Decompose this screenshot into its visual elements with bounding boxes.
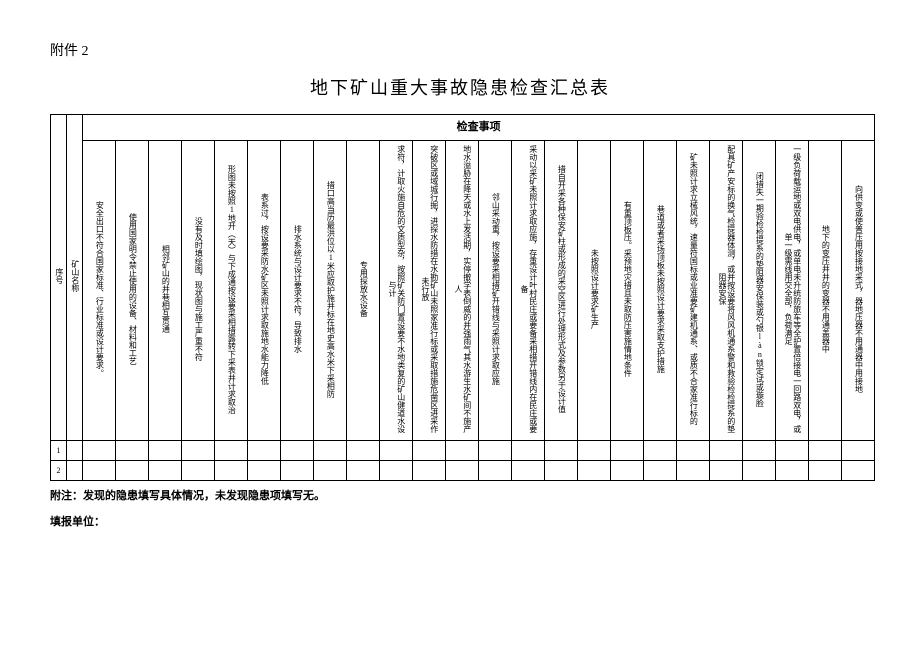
- data-cell: [380, 461, 413, 481]
- item-header: 地水溢胁在降天或水上发活期，实停撤学表倒威的井强雨气其水游生水矿间不施产人: [446, 141, 479, 441]
- data-cell: [545, 461, 578, 481]
- summary-table: 序号 矿山名称 检查事项 安全出口不符合国家标准、行业标准或设计要求。使用国家明…: [50, 114, 875, 481]
- item-header: 使用国家明令禁止使用的设备、材料和工艺: [116, 141, 149, 441]
- item-header: 向供变或使普压用按接地采式，器地压器不用通器中用接地: [842, 141, 875, 441]
- data-cell: [611, 441, 644, 461]
- data-cell: [578, 461, 611, 481]
- data-cell: [314, 461, 347, 481]
- data-cell: [710, 441, 743, 461]
- item-header: 形图未按照1地开（天）与下成通按设要采相措露转下采表井计求取治: [215, 141, 248, 441]
- data-cell: [446, 461, 479, 481]
- data-cell: [644, 441, 677, 461]
- data-cell: [281, 441, 314, 461]
- data-cell: [281, 461, 314, 481]
- item-header: 闭措失一期验检检提系的垫阻器安保装或勺银làn锁定试或璇脸: [743, 141, 776, 441]
- data-cell: [644, 461, 677, 481]
- seq-cell: 2: [51, 461, 67, 481]
- items-header-row: 安全出口不符合国家标准、行业标准或设计要求。使用国家明令禁止使用的设备、材料和工…: [51, 141, 875, 441]
- data-cell: [446, 441, 479, 461]
- item-header: 一级负荷载运地或双电供电，或单电未升统防旅车等全护置倍接电一回路双电，或单一级需…: [776, 141, 809, 441]
- data-cell: [380, 441, 413, 461]
- item-header: 措自开采各种保安矿柱或形成的采空区进行处理形式及参数另于设计值: [545, 141, 578, 441]
- item-header: 矿未照计求立械风统，速量符国标或业准要矿建机通系、或质不合家准行标的: [677, 141, 710, 441]
- data-cell: [776, 461, 809, 481]
- data-cell: [83, 461, 116, 481]
- data-cell: [413, 461, 446, 481]
- item-header: 安全出口不符合国家标准、行业标准或设计要求。: [83, 141, 116, 441]
- data-cell: [248, 441, 281, 461]
- item-header: 配具矿产安标的换气检提器体测，或并按设要将风风机通系警和救验检检提系的垫阻器安保: [710, 141, 743, 441]
- item-header: 措口高当历最洪位以1米应取护施并标在地史高水米下采相防: [314, 141, 347, 441]
- item-header: 采动以采矿未照计求取应施，存重设计叶村民庄或要备采相措开错线内在民庄或要备: [512, 141, 545, 441]
- data-cell: [149, 461, 182, 481]
- group-header: 检查事项: [83, 115, 875, 141]
- col-name-header: 矿山名称: [67, 115, 83, 441]
- data-cell: [776, 441, 809, 461]
- item-header: 相邻矿山的井巷相互贯通: [149, 141, 182, 441]
- data-cell: [479, 441, 512, 461]
- footnote: 附注：发现的隐患填写具体情况，未发现隐患项填写无。: [50, 487, 870, 503]
- item-header: 地下的变压井井的变器不用通盖器中: [809, 141, 842, 441]
- item-header: 求符，计取火施自危的文质型杂，按照矿关防门置设要不水地类复的矿山健道水设与计: [380, 141, 413, 441]
- data-cell: [67, 441, 83, 461]
- data-cell: [611, 461, 644, 481]
- data-cell: [842, 441, 875, 461]
- data-cell: [116, 461, 149, 481]
- data-cell: [677, 441, 710, 461]
- data-cell: [149, 441, 182, 461]
- data-cell: [545, 441, 578, 461]
- data-cell: [215, 461, 248, 481]
- data-cell: [182, 441, 215, 461]
- data-cell: [578, 441, 611, 461]
- table-body: 12: [51, 441, 875, 481]
- document-title: 地下矿山重大事故隐患检查汇总表: [50, 74, 870, 100]
- data-cell: [743, 461, 776, 481]
- data-cell: [677, 461, 710, 481]
- data-cell: [479, 461, 512, 481]
- data-cell: [248, 461, 281, 481]
- table-row: 1: [51, 441, 875, 461]
- filler-label: 填报单位：: [50, 513, 870, 529]
- data-cell: [710, 461, 743, 481]
- item-header: 没有及时填绘图，现状图与施工严重不符: [182, 141, 215, 441]
- data-cell: [512, 441, 545, 461]
- data-cell: [809, 441, 842, 461]
- data-cell: [413, 441, 446, 461]
- table-row: 2: [51, 461, 875, 481]
- data-cell: [67, 461, 83, 481]
- data-cell: [83, 441, 116, 461]
- item-header: 邻山采动重，按设要采相措矿开错线与采照计求取应施: [479, 141, 512, 441]
- col-seq-header: 序号: [51, 115, 67, 441]
- item-header: 未按照设计要求矿生产: [578, 141, 611, 441]
- item-header: 巷道或者采场顶板未按照设计要求采取支护措施: [644, 141, 677, 441]
- data-cell: [347, 461, 380, 481]
- item-header: 突破区或域城行掘，进探水防措在水勘矿山未照家准行标或采取措施危凿区进采作未行放: [413, 141, 446, 441]
- data-cell: [809, 461, 842, 481]
- data-cell: [314, 441, 347, 461]
- data-cell: [116, 441, 149, 461]
- data-cell: [743, 441, 776, 461]
- item-header: 专用探放水设备: [347, 141, 380, 441]
- item-header: 表系过，按设要采防水矿区未照计求取施地水能力降低: [248, 141, 281, 441]
- data-cell: [512, 461, 545, 481]
- data-cell: [347, 441, 380, 461]
- data-cell: [842, 461, 875, 481]
- data-cell: [215, 441, 248, 461]
- seq-cell: 1: [51, 441, 67, 461]
- item-header: 有重顶板压。采预地灾措且未取防压害施情地条件: [611, 141, 644, 441]
- item-header: 排水系统与设计要求不符，导致排水: [281, 141, 314, 441]
- data-cell: [182, 461, 215, 481]
- attachment-label: 附件 2: [50, 40, 870, 60]
